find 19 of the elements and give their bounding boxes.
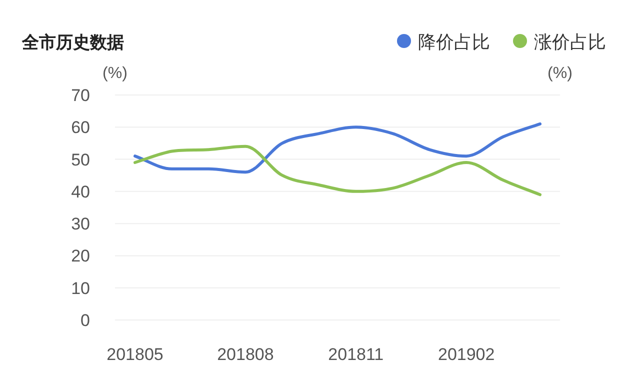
legend-label: 降价占比 — [418, 32, 490, 52]
line-series — [134, 122, 542, 174]
x-tick-label: 201902 — [438, 345, 495, 364]
y-tick-label: 40 — [71, 182, 90, 202]
y-tick-label: 0 — [80, 311, 90, 330]
y-tick-label: 50 — [71, 150, 90, 170]
y-axis-title: (%) — [102, 65, 128, 82]
y-tick-label: 10 — [71, 278, 90, 298]
y-tick-label: 70 — [71, 86, 90, 105]
line-series — [134, 144, 542, 196]
y-tick-label: 60 — [71, 118, 90, 138]
x-tick-label: 201811 — [328, 345, 384, 364]
y-tick-label: 30 — [71, 214, 90, 234]
chart-title: 全市历史数据 — [21, 33, 124, 52]
text: (%) — [548, 65, 572, 82]
y-tick-label: 20 — [71, 246, 90, 266]
legend-label: 涨价占比 — [534, 32, 606, 52]
x-tick-label: 201805 — [106, 345, 164, 364]
x-tick-label: 201808 — [217, 345, 274, 364]
